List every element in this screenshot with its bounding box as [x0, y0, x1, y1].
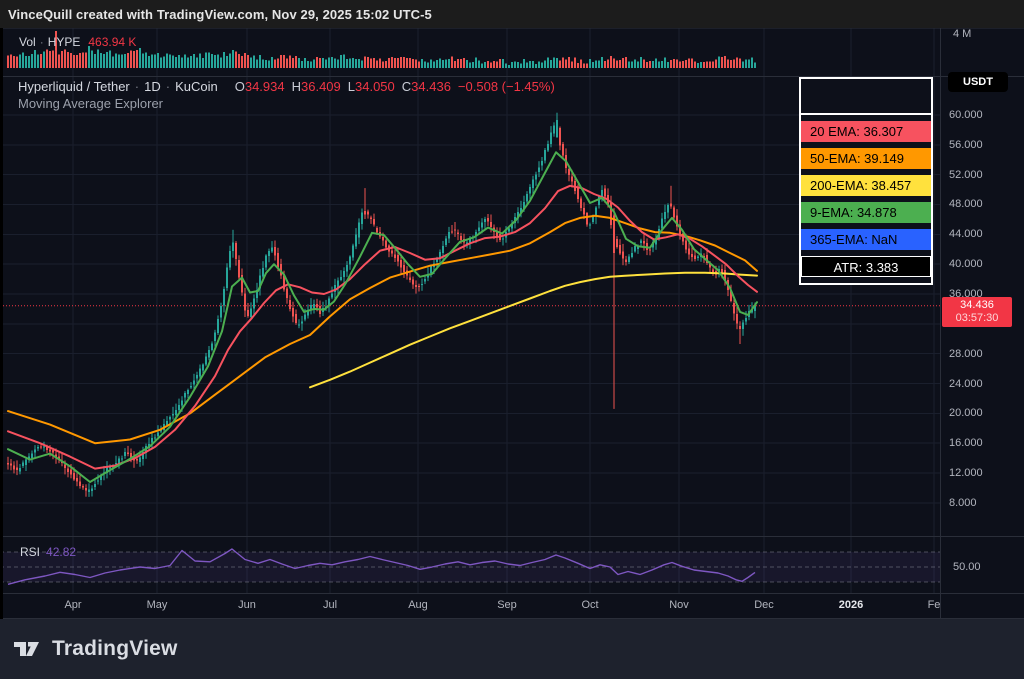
- symbol-name[interactable]: Hyperliquid / Tether: [18, 79, 130, 94]
- ohlc-value: 36.409: [301, 79, 341, 94]
- interval-label[interactable]: 1D: [144, 79, 161, 94]
- ohlc-letter: C: [401, 79, 412, 94]
- separator-dot: ·: [134, 79, 140, 94]
- legend-row-9-ema: 9-EMA: 34.878: [801, 202, 931, 223]
- price-tick: 60.000: [949, 109, 983, 121]
- time-tick: Sep: [497, 599, 517, 611]
- price-tick: 8.000: [949, 497, 977, 509]
- rsi-line: [7, 548, 756, 585]
- time-tick: Oct: [581, 599, 599, 611]
- bar-countdown: 03:57:30: [955, 312, 999, 324]
- legend-row-365-ema: 365-EMA: NaN: [801, 229, 931, 250]
- rsi-label: RSI: [20, 545, 41, 559]
- ohlc-values: O34.934 H36.409 L34.050 C34.436: [228, 79, 451, 94]
- tradingview-logo-icon[interactable]: [12, 640, 42, 659]
- separator-dot: ·: [165, 79, 171, 94]
- footer-bar: TradingView: [0, 619, 1024, 679]
- attribution-text: VinceQuill created with TradingView.com,…: [8, 6, 432, 22]
- currency-badge: USDT: [948, 72, 1008, 92]
- price-tick: 12.000: [949, 467, 983, 479]
- ohlc-value: 34.436: [411, 79, 451, 94]
- left-edge: [0, 28, 3, 619]
- price-tick: 16.000: [949, 437, 983, 449]
- last-price-value: 34.436: [960, 299, 994, 311]
- attribution-bar: VinceQuill created with TradingView.com,…: [0, 0, 1024, 28]
- last-price-badge: 34.436 03:57:30: [942, 297, 1012, 327]
- symbol-header[interactable]: Hyperliquid / Tether · 1D · KuCoin O34.934 H36…: [18, 79, 555, 94]
- time-tick: Jun: [238, 599, 256, 611]
- volume-value: 463.94 K: [88, 35, 137, 49]
- legend-row-50-ema: 50-EMA: 39.149: [801, 148, 931, 169]
- ohlc-letter: O: [234, 79, 245, 94]
- time-tick: Dec: [754, 599, 774, 611]
- volume-symbol: HYPE: [47, 35, 81, 49]
- price-tick: 52.000: [949, 169, 983, 181]
- change-value: −0.508 (−1.45%): [457, 79, 555, 94]
- time-tick: 2026: [838, 599, 864, 611]
- legend-empty-header: [801, 79, 931, 115]
- ema-legend-box: 20 EMA: 36.307 50-EMA: 39.149 200-EMA: 38.…: [799, 77, 933, 285]
- ohlc-letter: L: [347, 79, 355, 94]
- time-tick: Nov: [669, 599, 689, 611]
- ema50-line: [7, 214, 758, 445]
- candlesticks: [7, 112, 756, 497]
- volume-header[interactable]: Vol · HYPE 463.94 K: [19, 35, 136, 49]
- legend-row-20-ema: 20 EMA: 36.307: [801, 121, 931, 142]
- rsi-header[interactable]: RSI 42.82: [20, 545, 76, 559]
- volume-label: Vol: [19, 35, 36, 49]
- time-tick: Jul: [322, 599, 338, 611]
- ohlc-value: 34.050: [355, 79, 395, 94]
- price-tick: 40.000: [949, 258, 983, 270]
- time-tick: Apr: [64, 599, 82, 611]
- price-tick: 24.000: [949, 378, 983, 390]
- time-tick: Fe: [927, 599, 941, 611]
- rsi-axis-tick: 50.00: [953, 561, 981, 573]
- ohlc-letter: H: [291, 79, 301, 94]
- ohlc-value: 34.934: [244, 79, 285, 94]
- time-tick: May: [146, 599, 168, 611]
- legend-row-200-ema: 200-EMA: 38.457: [801, 175, 931, 196]
- price-tick: 44.000: [949, 228, 983, 240]
- price-tick: 56.000: [949, 139, 983, 151]
- ema9-line: [7, 151, 758, 483]
- rsi-value: 42.82: [46, 545, 77, 559]
- time-tick: Aug: [408, 599, 428, 611]
- volume-axis-tick: 4 M: [953, 28, 972, 40]
- ema200-line: [309, 271, 758, 389]
- price-tick: 28.000: [949, 348, 983, 360]
- separator-dot: ·: [39, 35, 44, 49]
- price-tick: 20.000: [949, 407, 983, 419]
- volume-bars: [7, 31, 756, 68]
- indicator-title[interactable]: Moving Average Explorer: [18, 96, 164, 111]
- brand-name[interactable]: TradingView: [52, 637, 178, 660]
- ema20-line: [7, 184, 758, 470]
- price-tick: 48.000: [949, 198, 983, 210]
- exchange-label: KuCoin: [175, 79, 218, 94]
- legend-row-atr: ATR: 3.383: [801, 256, 931, 277]
